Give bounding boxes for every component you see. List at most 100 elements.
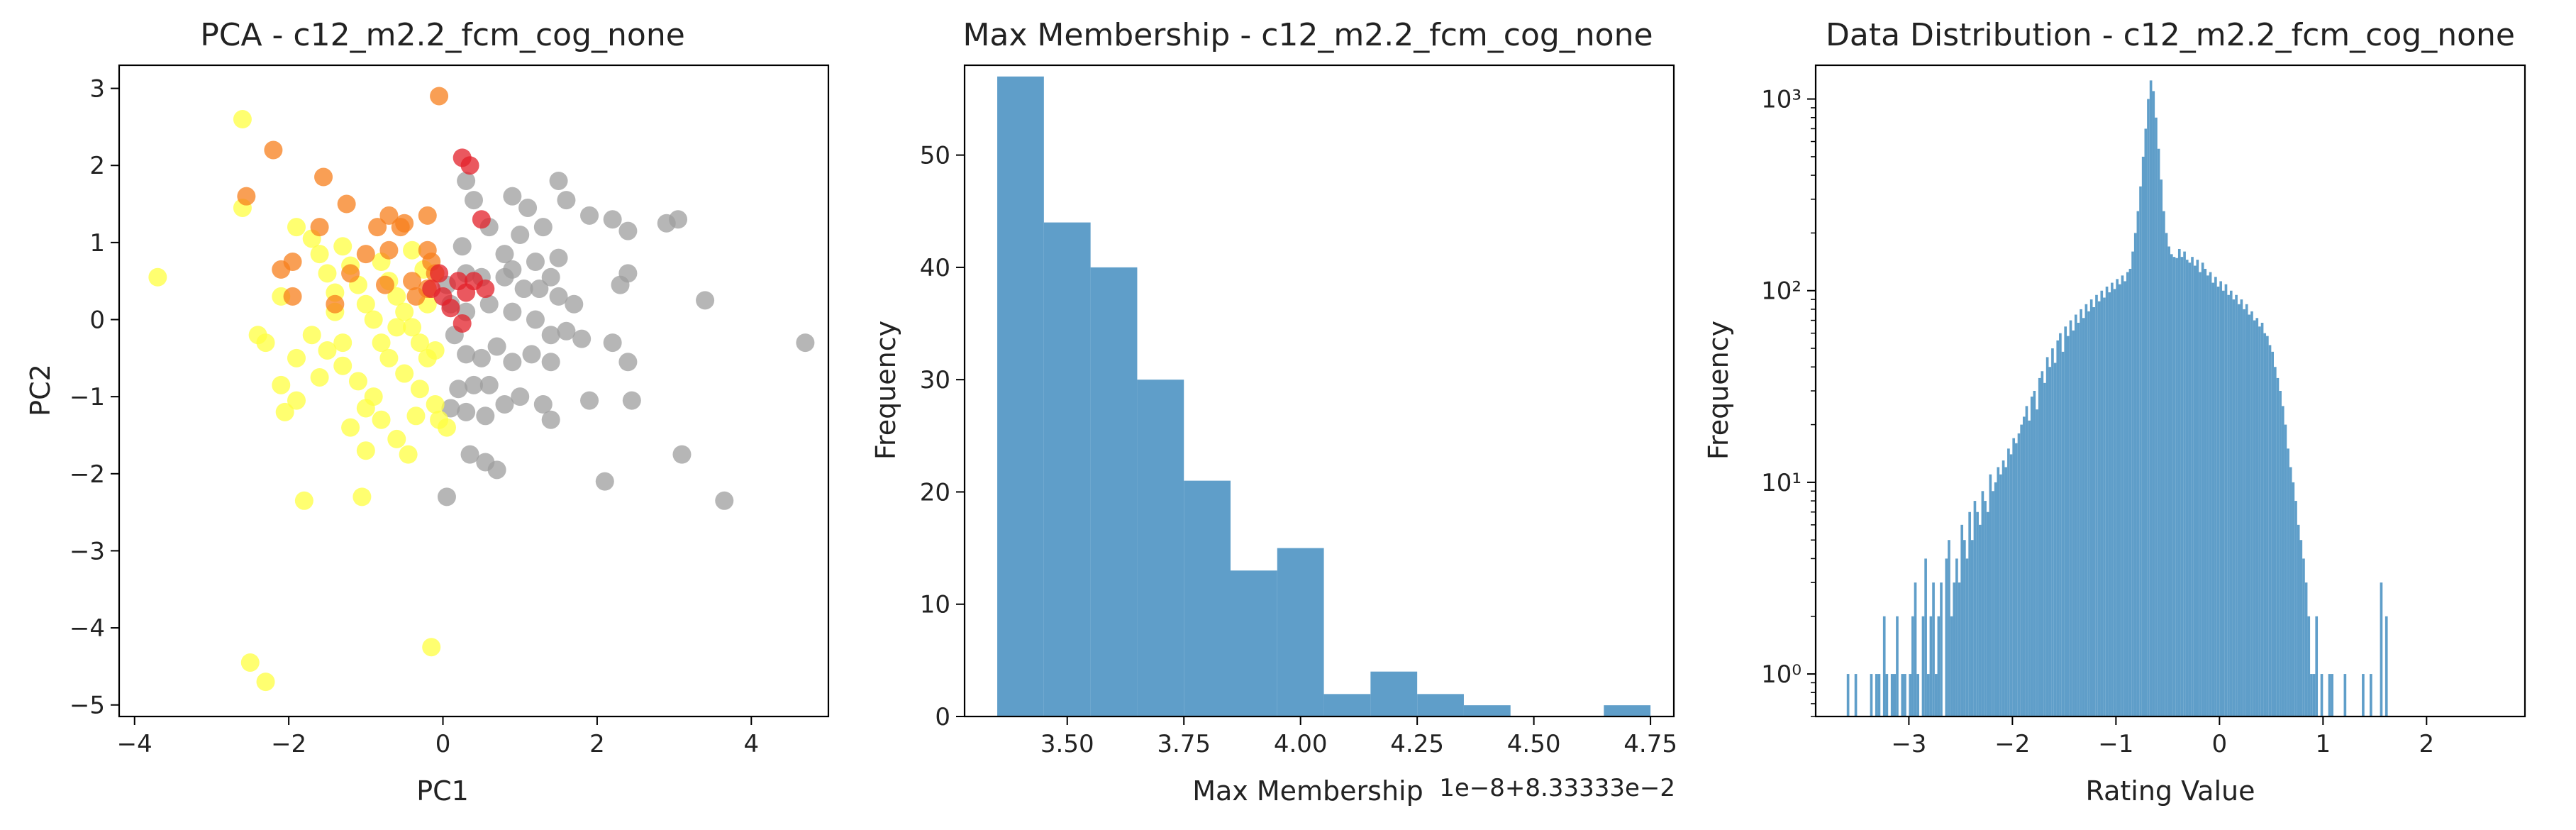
- membership-axis-ticks: 3.50 3.75 4.00 4.25 4.50 4.75 0 10 20 30 40 50: [920, 142, 1677, 758]
- pca-point-yellow: [372, 410, 391, 429]
- distribution-bar: [2284, 424, 2287, 716]
- distribution-bar: [2017, 433, 2021, 716]
- distribution-bar: [2302, 558, 2305, 716]
- pca-point-gray: [557, 191, 576, 210]
- distribution-bar: [2232, 299, 2236, 717]
- distribution-bar: [2297, 524, 2300, 716]
- pca-y-tick-label: 3: [89, 75, 105, 104]
- pca-point-gray: [549, 287, 568, 306]
- pca-y-tick-label: −4: [70, 614, 105, 643]
- max-membership-panel: Max Membership - c12_m2.2_fcm_cog_none M…: [870, 17, 1677, 807]
- pca-point-orange: [283, 253, 302, 272]
- pca-x-tick-label: −2: [271, 730, 306, 758]
- distribution-x-tick-label: −2: [1994, 730, 2030, 758]
- distribution-bar: [1875, 674, 1878, 716]
- distribution-bar: [2385, 616, 2388, 716]
- pca-point-yellow: [364, 310, 383, 329]
- distribution-bar: [2155, 117, 2158, 717]
- distribution-bar: [2177, 248, 2181, 716]
- pca-point-yellow: [287, 348, 306, 367]
- pca-point-gray: [453, 237, 472, 256]
- distribution-bar: [1890, 674, 1894, 716]
- distribution-bar: [1976, 511, 1979, 716]
- pca-point-gray: [465, 191, 483, 210]
- pca-point-orange: [310, 218, 329, 237]
- pca-y-tick-label: 1: [89, 229, 105, 258]
- pca-x-axis-label: PC1: [416, 775, 469, 807]
- pca-point-gray: [460, 445, 479, 464]
- distribution-bar: [1994, 482, 1997, 716]
- distribution-bar: [2263, 333, 2267, 717]
- distribution-bar: [2119, 284, 2121, 716]
- pca-point-gray: [672, 445, 692, 464]
- distribution-bar: [2235, 294, 2238, 716]
- distribution-bar: [2002, 460, 2005, 716]
- distribution-bar: [2009, 454, 2013, 716]
- distribution-bar: [2216, 287, 2220, 716]
- distribution-bar: [2183, 251, 2186, 717]
- pca-point-yellow: [272, 375, 291, 394]
- distribution-bar: [1989, 474, 1992, 716]
- pca-point-gray: [495, 267, 514, 287]
- pca-point-gray: [465, 375, 483, 394]
- pca-point-gray: [618, 353, 638, 372]
- distribution-bar: [1963, 540, 1966, 716]
- distribution-bar: [2152, 91, 2155, 716]
- pca-point-gray: [580, 391, 599, 410]
- distribution-bar: [2167, 246, 2170, 716]
- pca-point-yellow: [294, 491, 313, 510]
- pca-point-gray: [549, 248, 568, 267]
- pca-point-yellow: [302, 326, 321, 345]
- distribution-bar: [2199, 272, 2202, 717]
- pca-point-orange: [356, 245, 375, 264]
- pca-point-yellow: [333, 356, 352, 375]
- distribution-bar: [2072, 330, 2075, 716]
- pca-point-yellow: [426, 395, 445, 414]
- pca-point-red: [453, 314, 472, 333]
- distribution-plot-frame: [1814, 64, 2526, 718]
- distribution-bar: [2041, 371, 2044, 716]
- membership-x-tick-label: 3.50: [1040, 730, 1094, 758]
- distribution-bar: [2240, 299, 2243, 717]
- distribution-bar: [2229, 290, 2233, 716]
- membership-bar: [1463, 705, 1511, 716]
- distribution-bar: [2328, 674, 2331, 716]
- distribution-bar: [2147, 99, 2150, 716]
- distribution-bar: [2370, 674, 2372, 716]
- distribution-bar: [2320, 674, 2324, 716]
- distribution-bar: [2211, 282, 2215, 717]
- pca-point-orange: [379, 240, 399, 260]
- distribution-bar: [2012, 438, 2016, 716]
- pca-point-yellow: [256, 673, 275, 692]
- pca-point-gray: [669, 210, 688, 229]
- pca-point-yellow: [341, 418, 360, 437]
- pca-point-orange: [314, 167, 333, 187]
- distribution-bar: [2082, 318, 2085, 716]
- membership-bar: [1277, 548, 1324, 716]
- distribution-bar: [1955, 558, 1958, 716]
- pca-point-gray: [511, 226, 530, 245]
- membership-bar: [1370, 671, 1418, 716]
- distribution-bar: [2089, 299, 2093, 717]
- pca-point-gray: [530, 280, 549, 299]
- distribution-chart-title: Data Distribution - c12_m2.2_fcm_cog_non…: [1826, 17, 2515, 53]
- membership-x-tick-label: 4.50: [1507, 730, 1561, 758]
- membership-y-axis-label: Frequency: [870, 321, 901, 460]
- distribution-bar: [2045, 357, 2049, 716]
- pca-point-gray: [603, 333, 622, 353]
- pca-point-orange: [403, 272, 422, 291]
- distribution-bar: [2007, 448, 2010, 716]
- distribution-bar: [1854, 674, 1858, 716]
- distribution-bar: [2056, 340, 2060, 716]
- distribution-bar: [2307, 616, 2311, 716]
- pca-point-orange: [337, 194, 356, 214]
- pca-point-gray: [449, 380, 468, 399]
- distribution-bar: [2331, 674, 2333, 716]
- pca-point-gray: [457, 345, 476, 364]
- distribution-bar: [2258, 326, 2261, 717]
- distribution-bar: [2227, 294, 2230, 716]
- distribution-bar: [2080, 309, 2082, 717]
- distribution-bar: [2157, 148, 2160, 717]
- pca-point-gray: [441, 399, 460, 418]
- membership-bar: [997, 76, 1044, 717]
